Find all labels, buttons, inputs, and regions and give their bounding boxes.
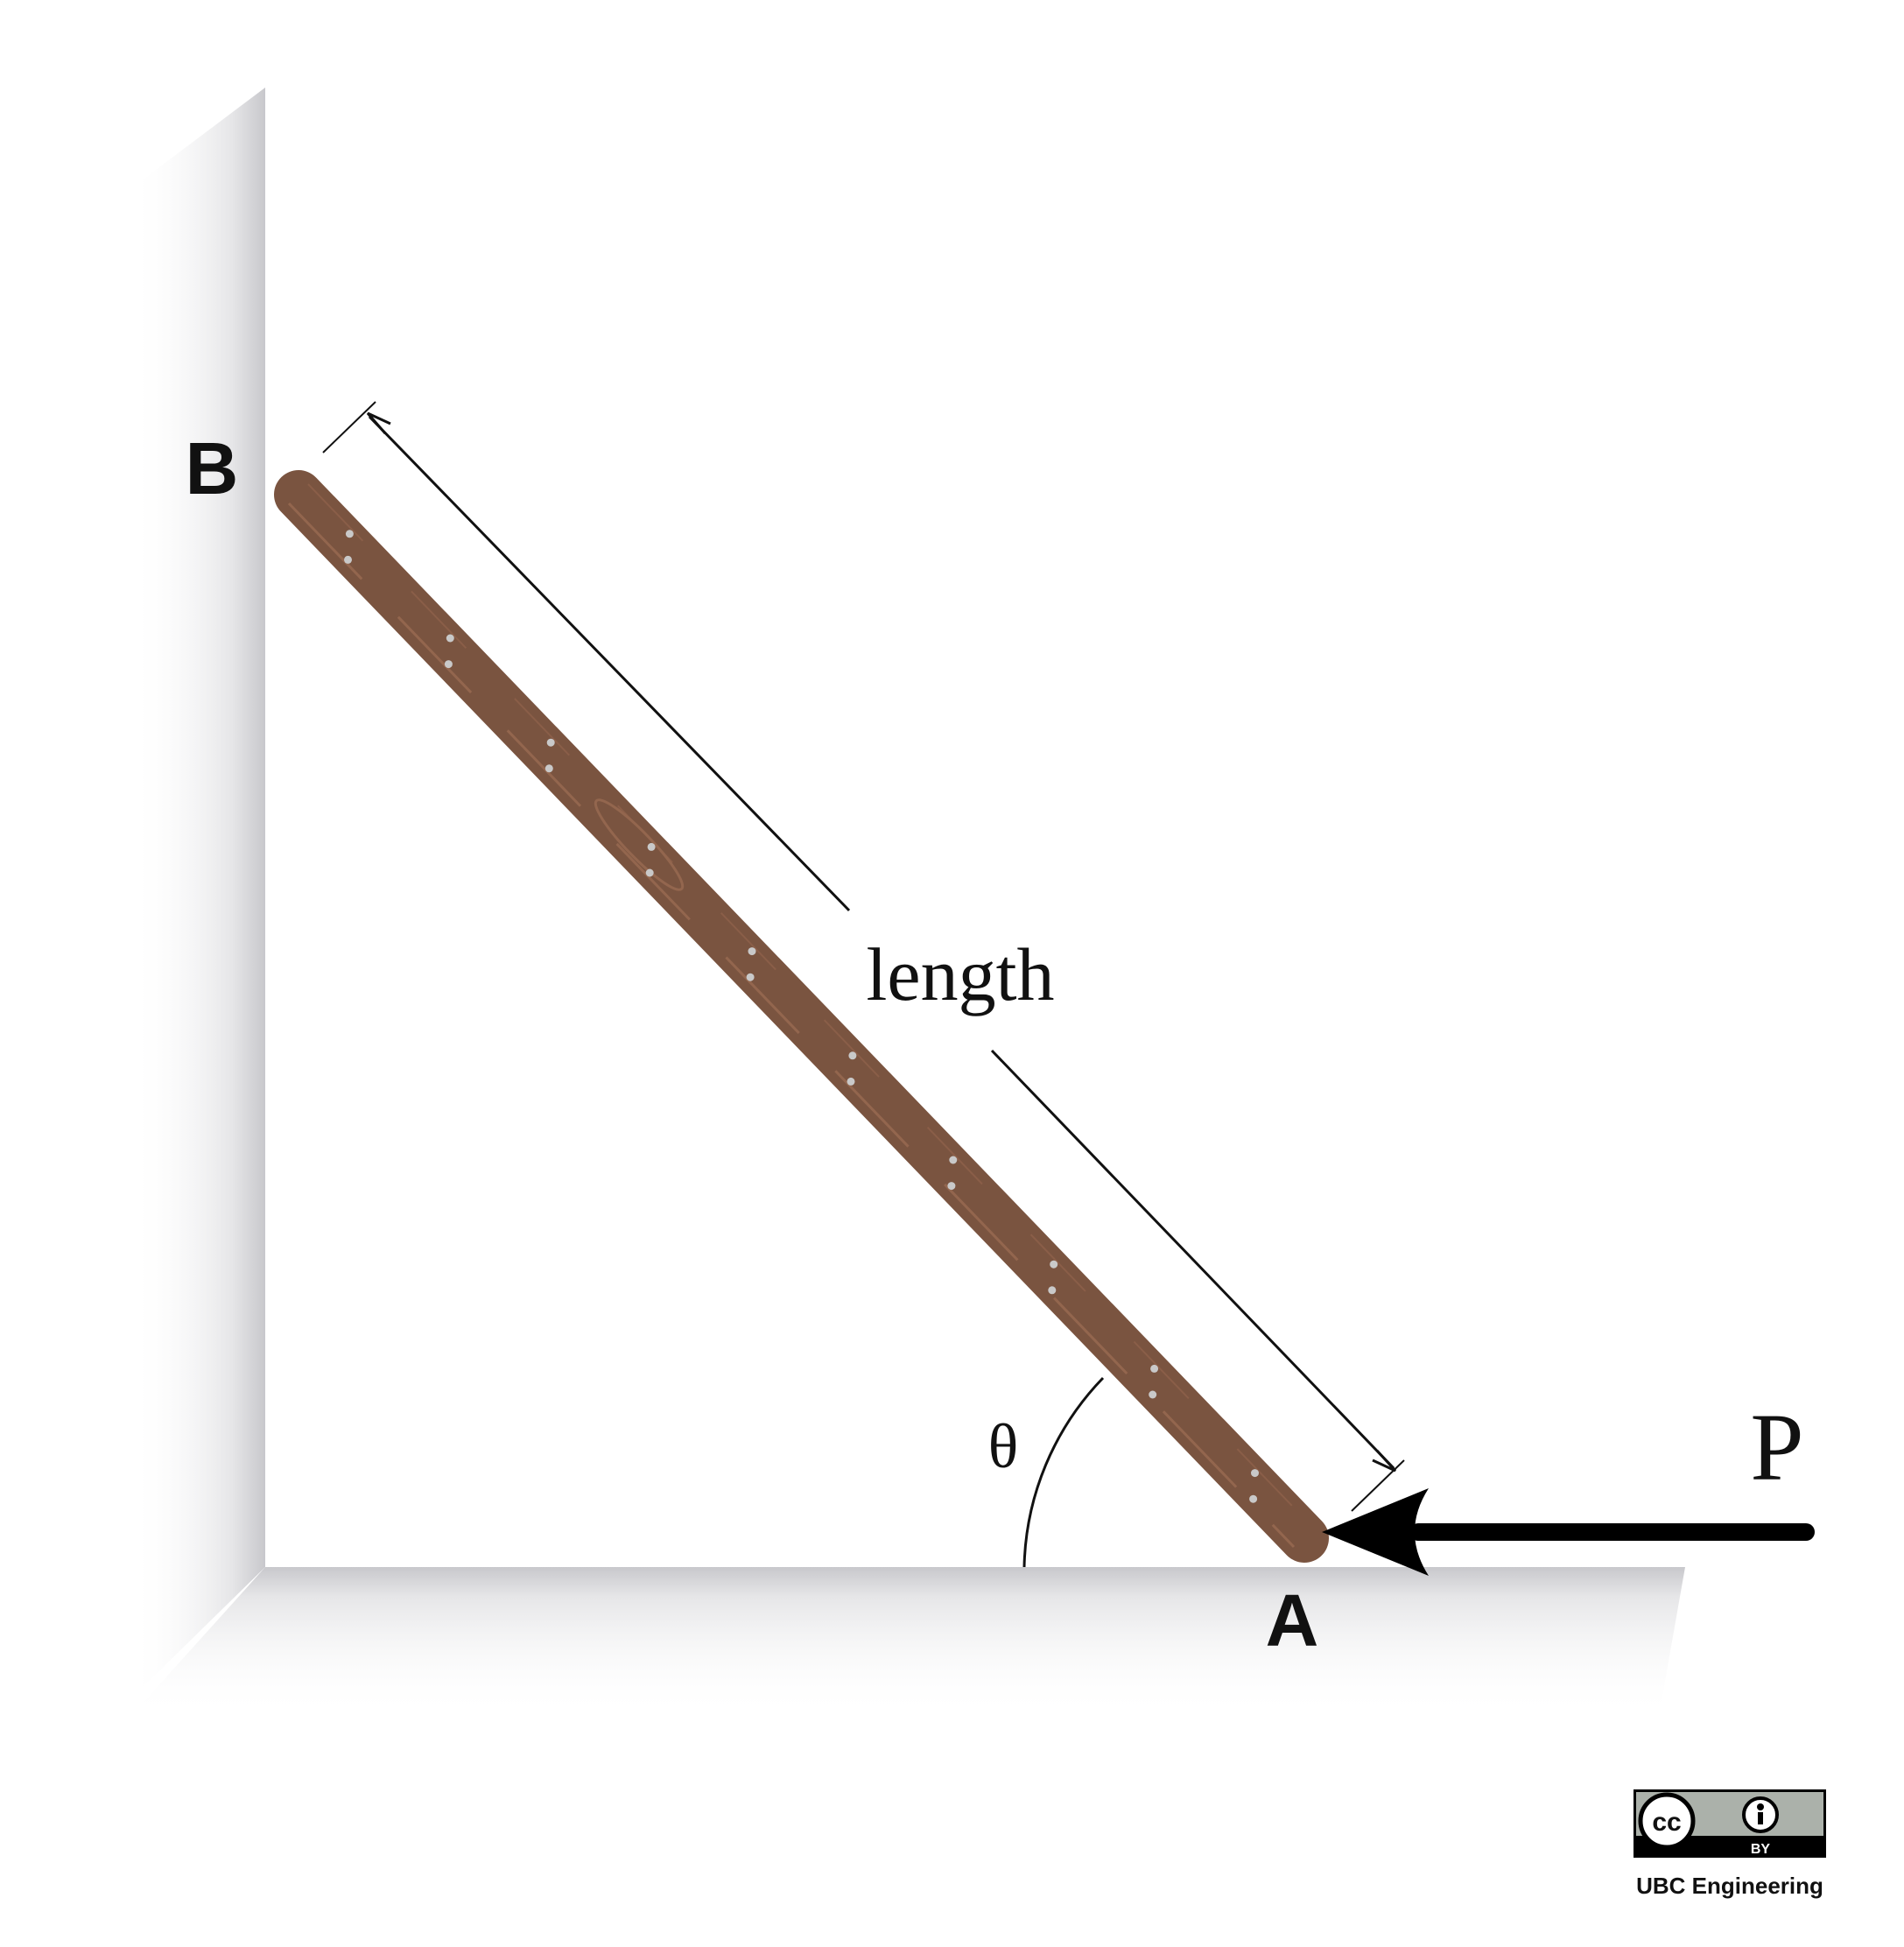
force-arrow: [1322, 1488, 1815, 1576]
dimension-line-lower: [990, 1049, 1395, 1470]
by-label: BY: [1751, 1842, 1771, 1857]
rod-nail: [345, 530, 354, 538]
floor-shading: [131, 1567, 1685, 1716]
point-a-label: A: [1266, 1579, 1319, 1662]
dimension-tick-bottom: [1351, 1459, 1405, 1512]
rod-grain: [287, 502, 1296, 1549]
rod-nails: [344, 530, 1259, 1503]
length-label: length: [867, 932, 1055, 1016]
length-dimension: [322, 401, 1405, 1512]
cc-by-license-badge: cc BY: [1634, 1789, 1826, 1858]
credit-text: UBC Engineering: [1636, 1873, 1823, 1899]
rod-nail: [546, 738, 555, 747]
rod-nail: [344, 555, 352, 564]
cc-icon-text: cc: [1652, 1808, 1681, 1837]
rod-nail: [847, 1077, 855, 1086]
rod-nail: [444, 660, 453, 669]
wall: [131, 88, 265, 1698]
rod-nail: [1251, 1469, 1259, 1478]
dimension-arrowhead-top: [366, 411, 391, 434]
rod: [274, 470, 1329, 1563]
rod-grain: [307, 483, 1314, 1529]
rod-nail: [1050, 1260, 1058, 1269]
rod-body: [274, 470, 1329, 1563]
rod-knot: [594, 798, 685, 891]
cc-icon: [1638, 1792, 1696, 1850]
dimension-tick-top: [322, 401, 376, 453]
rod-nail: [1150, 1364, 1159, 1373]
rod-nail: [645, 868, 654, 877]
rod-nail: [1149, 1390, 1157, 1399]
angle-arc: [1022, 1376, 1105, 1568]
rod-nail: [545, 764, 553, 773]
by-person-head: [1757, 1803, 1764, 1810]
force-arrowhead: [1322, 1488, 1429, 1576]
rod-nail: [446, 634, 454, 643]
rod-nail: [1249, 1494, 1258, 1503]
dimension-arrowhead-bottom: [1372, 1449, 1397, 1473]
rod-nail: [1048, 1286, 1057, 1295]
dimension-line-upper: [368, 415, 851, 912]
by-person-body: [1758, 1812, 1763, 1824]
floor: [131, 1567, 1685, 1716]
rod-nail: [748, 947, 756, 956]
angle-label: θ: [988, 1411, 1019, 1481]
point-b-label: B: [186, 427, 239, 510]
wall-shading: [131, 88, 265, 1698]
rod-nail: [746, 973, 755, 981]
rod-nail: [848, 1051, 857, 1060]
rod-nail: [947, 1182, 956, 1191]
rod-nail: [647, 842, 656, 851]
rod-nail: [949, 1156, 958, 1164]
force-label: P: [1750, 1394, 1803, 1501]
